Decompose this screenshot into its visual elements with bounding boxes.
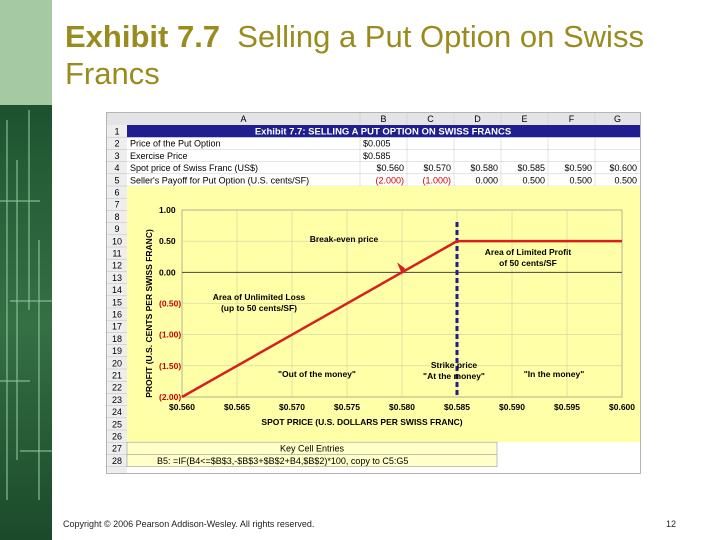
in-the-money-label: "In the money" <box>524 369 584 379</box>
row-number: 20 <box>112 358 122 368</box>
row-number: 17 <box>112 322 122 332</box>
row-number: 1 <box>114 127 119 137</box>
strike-label-line2: "At the money" <box>423 371 485 381</box>
x-tick-label: $0.575 <box>334 402 360 412</box>
x-tick-label: $0.580 <box>389 402 415 412</box>
row-number: 16 <box>112 310 122 320</box>
key-cells-title: Key Cell Entries <box>280 444 345 454</box>
slide-title: Exhibit 7.7 Selling a Put Option on Swis… <box>65 18 705 92</box>
decorative-top-strip <box>0 0 52 105</box>
row-number: 19 <box>112 346 122 356</box>
row-number: 8 <box>114 212 119 222</box>
column-header-e: E <box>521 114 527 124</box>
x-tick-label: $0.590 <box>499 402 525 412</box>
row2-label: Price of the Put Option <box>130 139 221 149</box>
column-header-g: G <box>614 114 621 124</box>
breakeven-arrow <box>397 262 405 275</box>
y-tick-label: (2.00) <box>159 392 181 402</box>
spreadsheet-canvas: A B C D E F G123456789101112131415161718192021… <box>107 113 640 473</box>
x-tick-label: $0.565 <box>224 402 250 412</box>
row-number: 14 <box>112 285 122 295</box>
spot-price-cell: $0.590 <box>564 163 592 173</box>
payoff-cell: 0.500 <box>522 175 545 185</box>
column-header-a: A <box>240 114 246 124</box>
row5-label: Seller's Payoff for Put Option (U.S. cen… <box>130 175 309 185</box>
row-number: 26 <box>112 432 122 442</box>
row-number: 6 <box>114 188 119 198</box>
spreadsheet: A B C D E F G 1 2 3 4 5 6 7 8 9 10 11 12 13 14 15 16 17 18 19 20 21… <box>106 112 641 474</box>
x-tick-label: $0.560 <box>169 402 195 412</box>
payoff-line <box>181 239 622 399</box>
y-tick-label: 0.00 <box>159 267 176 277</box>
x-tick-label: $0.600 <box>609 402 635 412</box>
row3-value: $0.585 <box>363 151 391 161</box>
row-number: 9 <box>114 224 119 234</box>
y-tick-label: 1.00 <box>159 205 176 215</box>
y-axis-title: PROFIT (U.S. CENTS PER SWISS FRANC) <box>144 229 154 398</box>
breakeven-label: Break-even price <box>310 234 379 244</box>
spot-price-cell: $0.585 <box>517 163 545 173</box>
strike-label-line1: Strike price <box>431 360 478 370</box>
y-tick-label: (0.50) <box>159 299 181 309</box>
unlimited-loss-label-line1: Area of Unlimited Loss <box>213 292 306 302</box>
page-number: 12 <box>666 519 677 529</box>
row-number: 5 <box>114 175 119 185</box>
row-number: 3 <box>114 151 119 161</box>
row-number: 13 <box>112 273 122 283</box>
y-tick-label: (1.00) <box>159 330 181 340</box>
y-tick-label: (1.50) <box>159 361 181 371</box>
y-tick-label: 0.50 <box>159 236 176 246</box>
row-number: 28 <box>112 456 122 466</box>
spot-price-cell: $0.570 <box>423 163 451 173</box>
limited-profit-label-line2: of 50 cents/SF <box>499 258 557 268</box>
column-header-b: B <box>380 114 386 124</box>
unlimited-loss-label-line2: (up to 50 cents/SF) <box>221 303 297 313</box>
row-number: 23 <box>112 395 122 405</box>
payoff-cell: (2.000) <box>375 175 404 185</box>
row-number: 27 <box>112 444 122 454</box>
row-number: 24 <box>112 407 122 417</box>
row-number: 22 <box>112 383 122 393</box>
payoff-cell: (1.000) <box>422 175 451 185</box>
row3-label: Exercise Price <box>130 151 188 161</box>
row-number: 4 <box>114 163 119 173</box>
copyright-footer: Copyright © 2006 Pearson Addison-Wesley.… <box>63 519 315 529</box>
x-tick-label: $0.595 <box>554 402 580 412</box>
out-of-money-label: "Out of the money" <box>278 369 356 379</box>
column-header-c: C <box>427 114 434 124</box>
spot-price-cell: $0.600 <box>609 163 637 173</box>
spot-price-cell: $0.560 <box>376 163 404 173</box>
row-number: 21 <box>112 371 122 381</box>
x-tick-label: $0.585 <box>444 402 470 412</box>
row-number-column <box>107 125 127 473</box>
x-axis-title: SPOT PRICE (U.S. DOLLARS PER SWISS FRANC… <box>261 417 462 427</box>
row-number: 11 <box>112 249 121 259</box>
row-number: 12 <box>112 261 122 271</box>
row-number: 18 <box>112 334 122 344</box>
row-number: 15 <box>112 297 122 307</box>
sheet-header-text: Exhibit 7.7: SELLING A PUT OPTION ON SWI… <box>255 127 511 138</box>
row-number: 10 <box>112 236 122 246</box>
sheet-header-row <box>127 125 640 138</box>
payoff-cell: 0.500 <box>569 175 592 185</box>
column-header-f: F <box>569 114 575 124</box>
payoff-cell: 0.000 <box>475 175 498 185</box>
spot-price-cell: $0.580 <box>470 163 498 173</box>
title-text: Selling a Put Option on Swiss Francs <box>65 19 644 91</box>
row4-label: Spot price of Swiss Franc (US$) <box>130 163 258 173</box>
key-cells-formula: B5: =IF(B4<=$B$3,-$B$3+$B$2+B4,$B$2)*100… <box>157 456 408 466</box>
row-number: 2 <box>114 139 119 149</box>
row-number: 7 <box>114 200 119 210</box>
row-number: 25 <box>112 419 122 429</box>
row2-value: $0.005 <box>363 139 391 149</box>
column-header-d: D <box>474 114 481 124</box>
x-tick-label: $0.570 <box>279 402 305 412</box>
limited-profit-label-line1: Area of Limited Profit <box>485 247 572 257</box>
title-number: Exhibit 7.7 <box>65 19 221 54</box>
payoff-cell: 0.500 <box>614 175 637 185</box>
decorative-circuit-bar <box>0 0 52 540</box>
column-header-bar <box>107 113 640 125</box>
chart-background <box>127 186 640 443</box>
